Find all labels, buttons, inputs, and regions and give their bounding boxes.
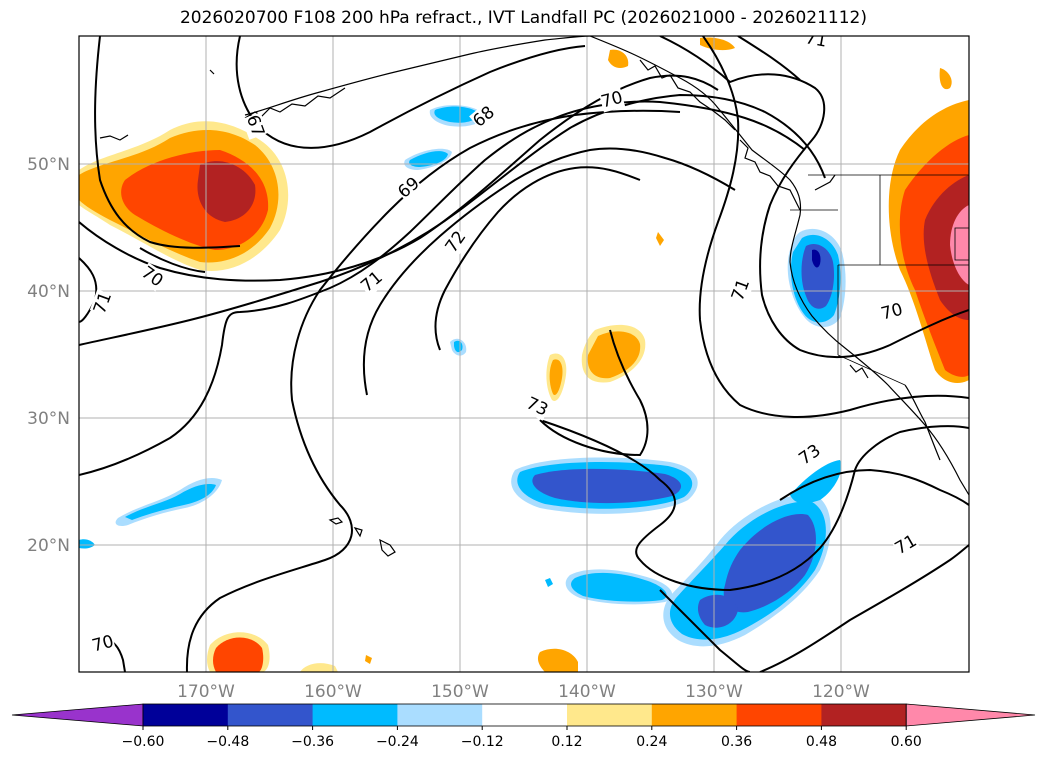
colorbar-tick-label: −0.24 — [376, 734, 419, 750]
colorbar-segment — [567, 704, 653, 726]
map-title: 2026020700 F108 200 hPa refract., IVT La… — [179, 8, 867, 28]
colorbar-tick-label: −0.36 — [291, 734, 334, 750]
lat-label-30n: 30°N — [27, 409, 70, 429]
colorbar-extend-max — [905, 703, 1036, 727]
colorbar-tick-label: 0.12 — [551, 734, 582, 750]
contour-label: 71 — [804, 28, 829, 51]
colorbar-segment — [312, 704, 398, 726]
colorbar-extend-min — [11, 703, 144, 727]
colorbar-tick-label: 0.48 — [806, 734, 837, 750]
colorbar-tick-label: −0.60 — [122, 734, 165, 750]
colorbar-segment — [227, 704, 314, 726]
map-frame — [78, 35, 970, 673]
lon-label-140w: 140°W — [558, 682, 616, 702]
map-plot-area: 67 68 69 70 70 70 70 71 71 71 71 71 72 7… — [79, 28, 969, 672]
colorbar-tick-label: 0.60 — [891, 734, 922, 750]
longitude-labels: 170°W 160°W 150°W 140°W 130°W 120°W — [177, 682, 870, 702]
state-borders — [790, 174, 969, 386]
colorbar-labels: −0.60 −0.48 −0.36 −0.24 −0.12 0.12 0.24 0.36 0.4… — [122, 726, 922, 750]
contour-labels: 67 68 69 70 70 70 70 71 71 71 71 71 72 7… — [89, 28, 921, 657]
colorbar-segment — [397, 704, 483, 726]
colorbar-segment — [736, 704, 822, 726]
lon-label-130w: 130°W — [685, 682, 743, 702]
negative-anomaly — [79, 105, 846, 647]
positive-anomaly-patches — [207, 37, 735, 672]
colorbar-tick-label: 0.36 — [721, 734, 752, 750]
colorbar-tick-label: −0.12 — [461, 734, 504, 750]
lon-label-160w: 160°W — [304, 682, 362, 702]
colorbar-frame — [142, 703, 907, 727]
lon-label-150w: 150°W — [431, 682, 489, 702]
positive-anomaly-nw — [79, 121, 289, 271]
colorbar-tick-label: 0.24 — [636, 734, 667, 750]
lat-label-40n: 40°N — [27, 282, 70, 302]
colorbar-segment — [821, 704, 907, 726]
colorbar — [11, 703, 1036, 727]
lat-label-20n: 20°N — [27, 536, 70, 556]
lon-label-170w: 170°W — [177, 682, 235, 702]
lon-label-120w: 120°W — [812, 682, 870, 702]
colorbar-segment — [651, 704, 738, 726]
lat-label-50n: 50°N — [27, 155, 70, 175]
colorbar-segment — [482, 704, 568, 726]
latitude-labels: 50°N 40°N 30°N 20°N — [27, 155, 70, 556]
graticule — [79, 36, 969, 672]
colorbar-segment — [143, 704, 229, 726]
colorbar-tick-label: −0.48 — [206, 734, 249, 750]
